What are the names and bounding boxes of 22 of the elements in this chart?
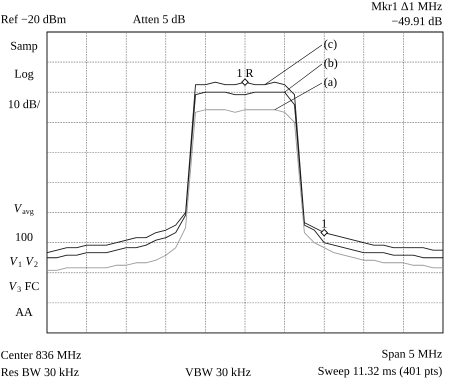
text: (b) xyxy=(324,58,338,70)
text: Ref −20 dBm xyxy=(1,14,66,24)
text: Samp xyxy=(11,42,38,52)
text: −49.91 dB xyxy=(392,16,442,26)
text: V$_{avg}$ xyxy=(14,204,34,216)
text: 1 R xyxy=(238,69,254,77)
annotation: (a) xyxy=(324,78,337,88)
annotation: 1 xyxy=(322,220,326,228)
text: Mkr1 Δ1 MHz xyxy=(372,2,442,10)
text: Log xyxy=(14,70,34,80)
text: Atten 5 dB xyxy=(132,14,185,24)
text: Res BW 30 kHz xyxy=(1,368,79,376)
text: Center 836 MHz xyxy=(1,350,82,360)
text: (c) xyxy=(324,40,337,50)
text: 10 dB/ xyxy=(8,100,40,108)
text: 100 xyxy=(16,232,33,242)
text: V$_{1}$ V$_{2}$ xyxy=(10,257,38,267)
text: VBW 30 kHz xyxy=(185,368,251,376)
text: AA xyxy=(15,308,33,316)
text: Sweep 11.32 ms (401 pts) xyxy=(318,366,442,378)
text: Span 5 MHz xyxy=(382,350,442,360)
text: V$_{3}$ FC xyxy=(9,282,39,292)
